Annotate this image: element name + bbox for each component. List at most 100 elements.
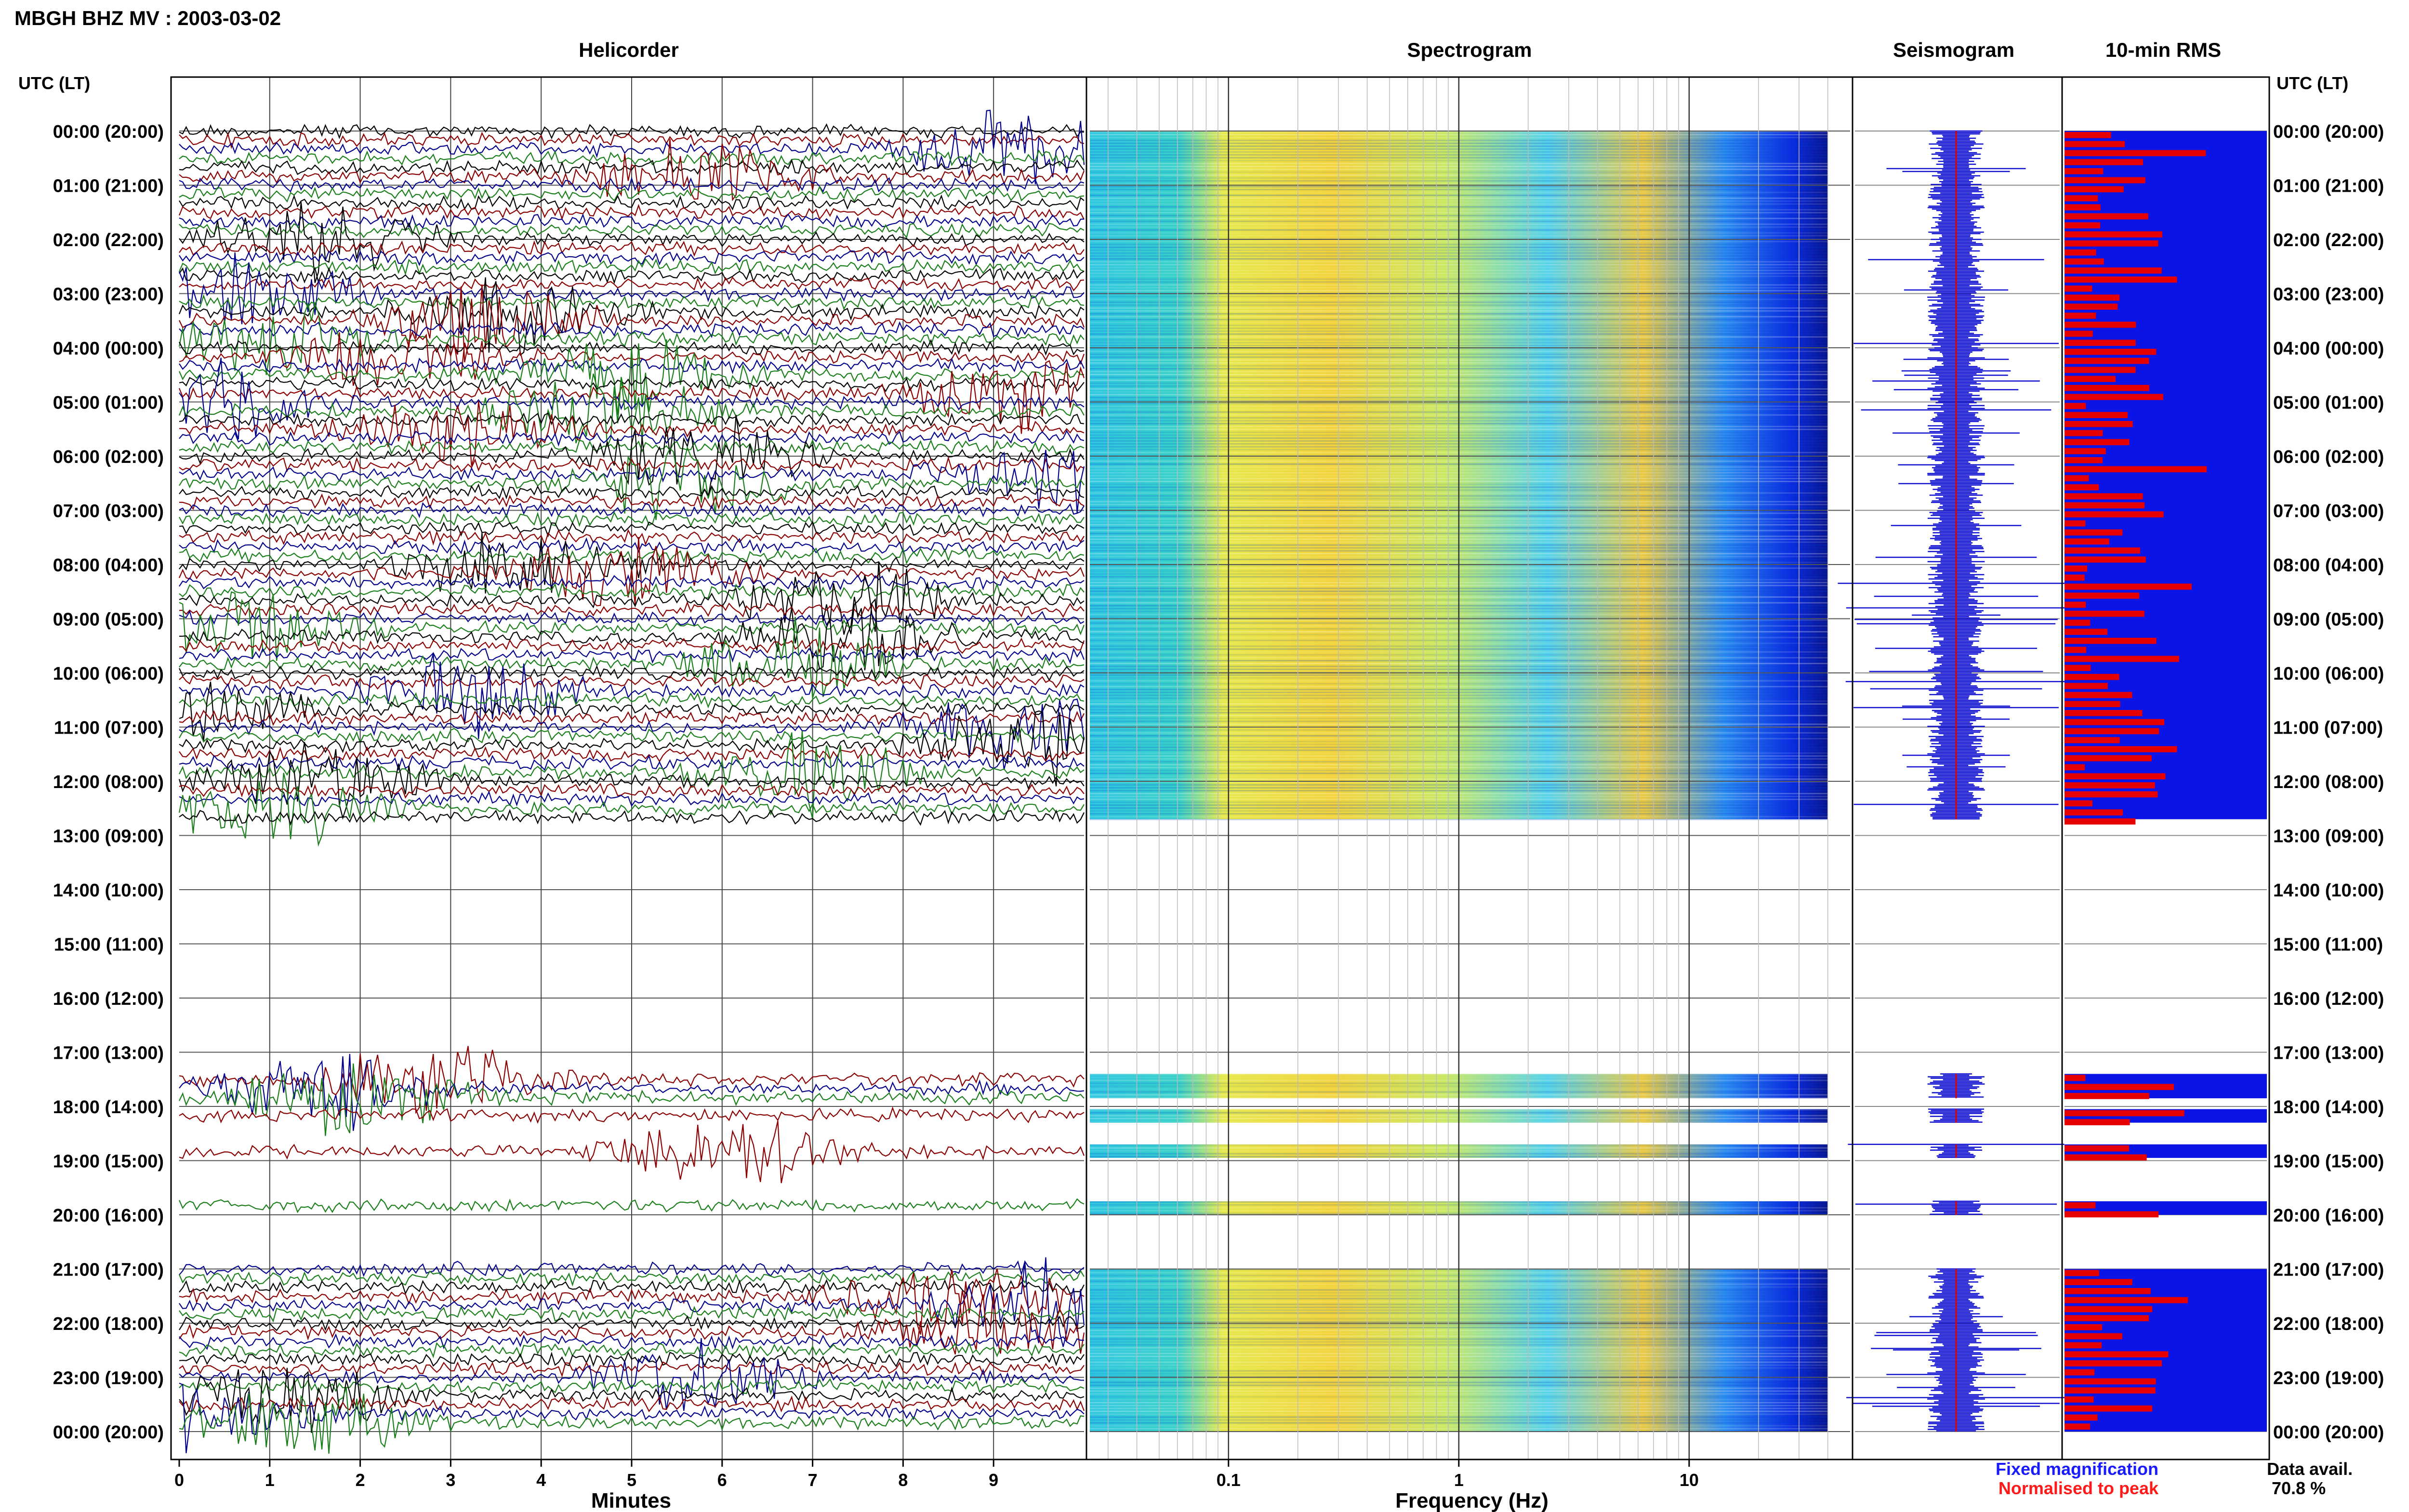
rms-normalised-bar [2065,1360,2162,1367]
spectrogram-x-label: Frequency (Hz) [1395,1489,1549,1512]
helicorder-trace [179,185,1085,203]
rms-normalised-bar [2065,755,2152,762]
rms-normalised-bar [2065,674,2119,680]
x-tick-label: 1 [265,1470,275,1490]
time-tick-label: 06:00 (02:00) [2273,447,2384,467]
rms-normalised-bar [2065,168,2104,174]
rms-normalised-bar [2065,376,2116,382]
helicorder-trace [179,537,1085,555]
time-tick-label: 16:00 (12:00) [2273,989,2384,1009]
plot-frame [170,76,2270,1460]
rms-normalised-bar [2065,809,2123,815]
time-tick-label: 13:00 (09:00) [53,827,164,847]
legend-normalised-to-peak: Normalised to peak [1999,1478,2159,1498]
helicorder-trace [178,301,1085,375]
rms-normalised-bar [2065,502,2145,509]
helicorder-trace [179,574,1085,591]
time-tick-label: 23:00 (19:00) [53,1368,164,1389]
rms-normalised-bar [2065,538,2109,545]
rms-normalised-bar [2065,728,2159,735]
time-tick-label: 01:00 (21:00) [53,176,164,197]
time-tick-label: 00:00 (20:00) [53,122,164,142]
rms-normalised-bar [2065,800,2093,807]
rms-normalised-bar [2065,330,2093,337]
rms-normalised-bar [2065,1297,2188,1303]
helicorder-panel [178,77,1085,1459]
rms-normalised-bar [2065,547,2140,554]
helicorder-trace [179,1257,1085,1347]
rms-normalised-bar [2065,1154,2147,1161]
helicorder-trace [179,493,1085,510]
helicorder-trace [179,637,1085,654]
helicorder-trace [179,446,1085,520]
helicorder-trace [179,1279,1085,1295]
helicorder-trace [179,1046,1085,1114]
rms-normalised-bar [2065,222,2101,229]
helicorder-trace [179,610,1085,627]
rms-normalised-bar [2065,1075,2086,1081]
time-tick-label: 19:00 (15:00) [2273,1152,2384,1172]
rms-normalised-bar [2065,448,2106,454]
helicorder-trace [179,746,1085,763]
rms-normalised-bar [2065,1369,2095,1376]
rms-normalised-bar [2065,737,2120,743]
rms-normalised-bar [2065,583,2192,590]
helicorder-trace [179,582,1085,601]
helicorder-trace [179,521,1085,538]
rms-normalised-bar [2065,710,2143,716]
rms-panel [2065,131,2267,1432]
data-availability-label: Data avail. [2267,1459,2353,1479]
helicorder-trace [179,223,1085,239]
time-tick-label: 12:00 (08:00) [2273,772,2384,792]
helicorder-trace [178,258,1085,276]
helicorder-trace [179,294,1085,311]
x-tick-label: 1 [1454,1470,1464,1490]
rms-normalised-bar [2065,466,2207,473]
rms-normalised-bar [2065,520,2086,526]
rms-normalised-bar [2065,1387,2156,1394]
helicorder-trace [179,1315,1085,1332]
helicorder-trace [179,415,1085,499]
helicorder-trace [179,502,1085,519]
rms-normalised-bar [2065,1270,2099,1276]
time-tick-label: 17:00 (13:00) [2273,1043,2384,1064]
helicorder-trace [179,456,1085,473]
rms-normalised-bar [2065,683,2108,689]
time-tick-label: 08:00 (04:00) [53,555,164,576]
rms-normalised-bar [2065,1288,2151,1294]
helicorder-trace [179,601,1085,618]
helicorder-trace [179,529,1085,546]
helicorder-trace [179,665,1085,682]
helicorder-trace [178,204,1085,221]
x-tick-label: 7 [808,1470,818,1490]
time-tick-label: 18:00 (14:00) [53,1097,164,1118]
helicorder-trace [179,139,1085,201]
helicorder-trace [179,158,1085,176]
helicorder-trace [178,277,1085,356]
helicorder-trace [179,710,1085,787]
rms-normalised-bar [2065,773,2166,779]
rms-normalised-bar [2065,394,2163,400]
helicorder-trace [179,674,1085,690]
helicorder-trace [179,1268,1085,1336]
helicorder-trace [178,742,1085,820]
helicorder-trace [179,176,1085,193]
right-time-axis: 00:00 (20:00) 01:00 (21:00) 02:00 (22:00) 0… [2273,122,2384,1443]
helicorder-trace [179,698,1085,770]
time-tick-label: 11:00 (07:00) [54,718,164,738]
rms-normalised-bar [2065,1202,2096,1209]
time-tick-label: 00:00 (20:00) [2273,1422,2384,1443]
rms-normalised-bar [2065,367,2136,373]
rms-normalised-bar [2065,1211,2159,1218]
helicorder-trace [179,202,1085,283]
helicorder-trace [179,213,1085,230]
rms-normalised-bar [2065,1351,2169,1357]
time-tick-label: 04:00 (00:00) [2273,339,2384,359]
rms-normalised-bar [2065,385,2149,391]
helicorder-trace [179,109,1085,184]
helicorder-trace [179,591,1085,661]
helicorder-trace [178,339,1085,415]
helicorder-trace [179,376,1085,393]
helicorder-trace [178,1270,1085,1287]
rms-normalised-bar [2065,511,2164,518]
